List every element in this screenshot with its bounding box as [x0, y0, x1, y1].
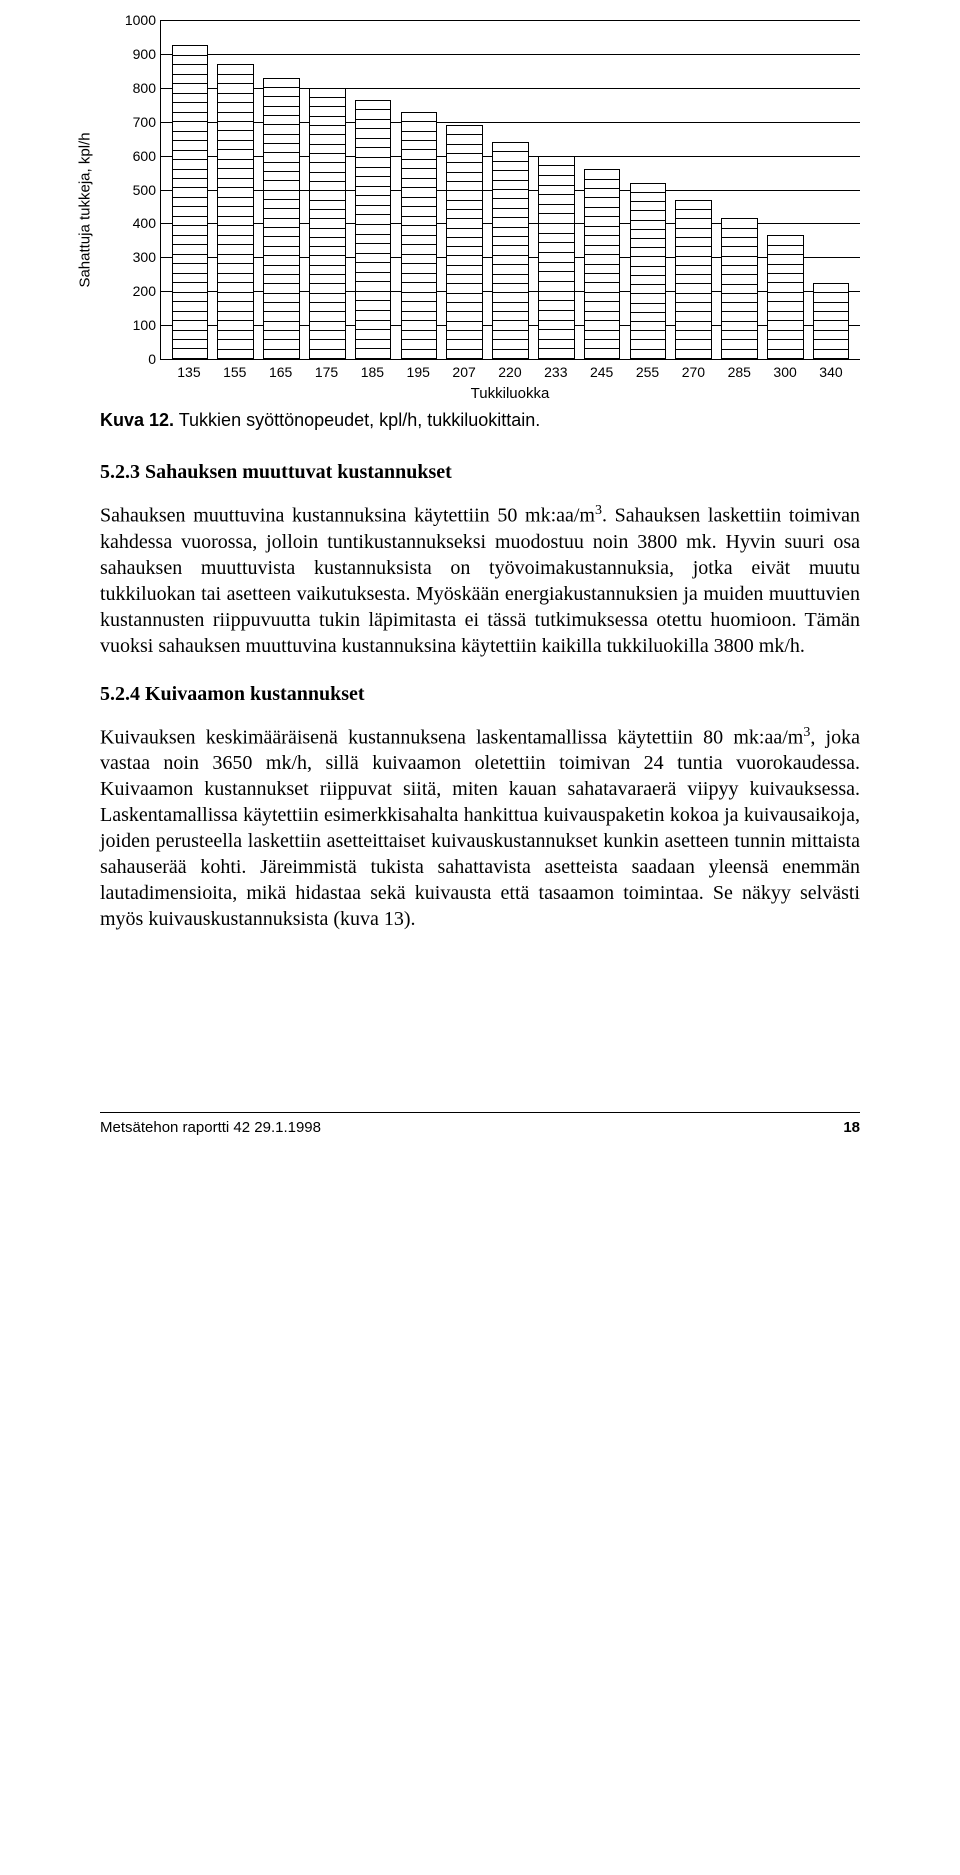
y-tick-label: 600 — [116, 148, 156, 164]
bar — [263, 78, 300, 359]
bar-slot — [625, 20, 671, 359]
x-tick-label: 175 — [304, 364, 350, 380]
x-tick-label: 165 — [258, 364, 304, 380]
figure-caption-label: Kuva 12. — [100, 410, 174, 430]
section-heading-524: 5.2.4 Kuivaamon kustannukset — [100, 683, 860, 706]
p524-part-b: , joka vastaa noin 3650 mk/h, sillä kuiv… — [100, 726, 860, 930]
bar — [217, 64, 254, 359]
p524-part-a: Kuivauksen keskimääräisenä kustannuksena… — [100, 726, 803, 748]
y-tick-label: 700 — [116, 114, 156, 130]
y-tick-label: 500 — [116, 182, 156, 198]
bar — [538, 156, 575, 359]
y-tick-label: 100 — [116, 317, 156, 333]
x-tick-label: 207 — [441, 364, 487, 380]
bar-slot — [442, 20, 488, 359]
x-axis-ticks: 1351551651751851952072202332452552702853… — [160, 364, 860, 380]
x-tick-label: 220 — [487, 364, 533, 380]
y-tick-label: 900 — [116, 46, 156, 62]
x-tick-label: 155 — [212, 364, 258, 380]
bar-slot — [213, 20, 259, 359]
x-tick-label: 233 — [533, 364, 579, 380]
bar — [492, 142, 529, 359]
p523-part-b: . Sahauksen laskettiin toimivan kahdessa… — [100, 505, 860, 657]
bar — [584, 169, 621, 359]
bar-slot — [259, 20, 305, 359]
figure-caption-text: Tukkien syöttönopeudet, kpl/h, tukkiluok… — [174, 410, 540, 430]
x-tick-label: 135 — [166, 364, 212, 380]
bar-slot — [396, 20, 442, 359]
bars-container — [161, 20, 860, 359]
bar-slot — [717, 20, 763, 359]
footer-divider — [100, 1112, 860, 1113]
x-tick-label: 340 — [808, 364, 854, 380]
y-tick-label: 1000 — [116, 12, 156, 28]
bar — [446, 125, 483, 359]
bar — [401, 112, 438, 359]
bar-slot — [671, 20, 717, 359]
bar-slot — [533, 20, 579, 359]
p523-part-a: Sahauksen muuttuvina kustannuksina käyte… — [100, 505, 595, 527]
y-tick-label: 800 — [116, 80, 156, 96]
bar-slot — [167, 20, 213, 359]
x-tick-label: 195 — [395, 364, 441, 380]
x-tick-label: 270 — [670, 364, 716, 380]
figure-caption: Kuva 12. Tukkien syöttönopeudet, kpl/h, … — [100, 410, 860, 431]
bar-slot — [350, 20, 396, 359]
bar — [309, 88, 346, 359]
x-tick-label: 300 — [762, 364, 808, 380]
y-tick-label: 300 — [116, 249, 156, 265]
bar-slot — [762, 20, 808, 359]
bar — [675, 200, 712, 359]
bar-slot — [579, 20, 625, 359]
y-tick-label: 400 — [116, 215, 156, 231]
paragraph-524: Kuivauksen keskimääräisenä kustannuksena… — [100, 724, 860, 933]
bar — [172, 45, 209, 359]
x-tick-label: 285 — [716, 364, 762, 380]
x-tick-label: 255 — [625, 364, 671, 380]
bar — [813, 283, 850, 359]
bar — [355, 100, 392, 359]
x-tick-label: 245 — [579, 364, 625, 380]
section-heading-523: 5.2.3 Sahauksen muuttuvat kustannukset — [100, 461, 860, 484]
bar-slot — [808, 20, 854, 359]
bar-chart: Sahattuja tukkeja, kpl/h 010020030040050… — [100, 20, 860, 400]
bar-slot — [304, 20, 350, 359]
p523-sup: 3 — [595, 503, 602, 518]
paragraph-523: Sahauksen muuttuvina kustannuksina käyte… — [100, 502, 860, 659]
bar — [721, 218, 758, 359]
plot-area: 01002003004005006007008009001000 — [160, 20, 860, 360]
footer-page-number: 18 — [843, 1119, 860, 1136]
y-axis-label: Sahattuja tukkeja, kpl/h — [77, 132, 94, 287]
bar-slot — [488, 20, 534, 359]
bar — [767, 235, 804, 359]
page-footer: Metsätehon raportti 42 29.1.1998 18 — [100, 1112, 860, 1142]
x-tick-label: 185 — [349, 364, 395, 380]
footer-report-info: Metsätehon raportti 42 29.1.1998 — [100, 1119, 321, 1136]
bar — [630, 183, 667, 359]
y-tick-label: 0 — [116, 351, 156, 367]
x-axis-label: Tukkiluokka — [160, 385, 860, 402]
y-tick-label: 200 — [116, 283, 156, 299]
